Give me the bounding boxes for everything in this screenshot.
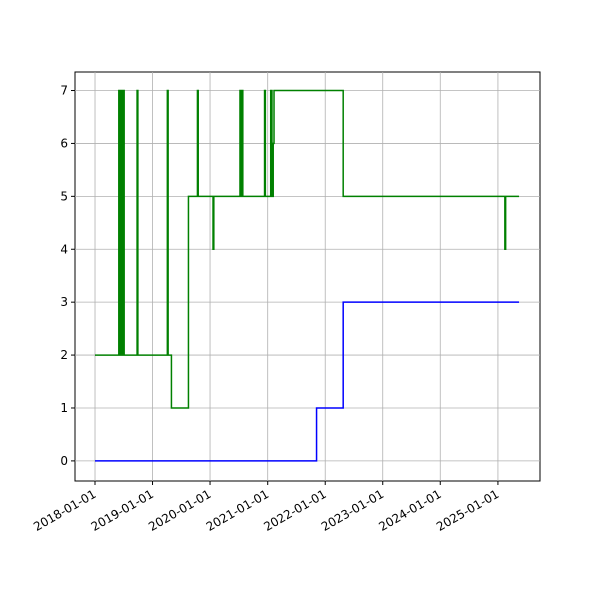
y-tick-label: 6 xyxy=(60,136,68,150)
x-tick-label: 2023-01-01 xyxy=(319,487,386,534)
y-tick-label: 1 xyxy=(60,401,68,415)
x-tick-label: 2018-01-01 xyxy=(31,487,98,534)
y-tick-label: 3 xyxy=(60,295,68,309)
plot-area xyxy=(74,71,541,482)
series-line xyxy=(95,89,520,409)
x-tick-label: 2019-01-01 xyxy=(89,487,156,534)
x-tick-label: 2025-01-01 xyxy=(434,487,501,534)
x-tick-label: 2022-01-01 xyxy=(261,487,328,534)
y-tick-label: 2 xyxy=(60,348,68,362)
y-tick-label: 5 xyxy=(60,189,68,203)
y-tick-label: 4 xyxy=(60,242,68,256)
y-tick-label: 0 xyxy=(60,454,68,468)
grid xyxy=(75,72,540,481)
y-tick-label: 7 xyxy=(60,84,68,98)
x-tick-label: 2021-01-01 xyxy=(204,487,271,534)
series-line xyxy=(95,301,520,462)
x-tick-label: 2024-01-01 xyxy=(376,487,443,534)
x-tick-label: 2020-01-01 xyxy=(146,487,213,534)
